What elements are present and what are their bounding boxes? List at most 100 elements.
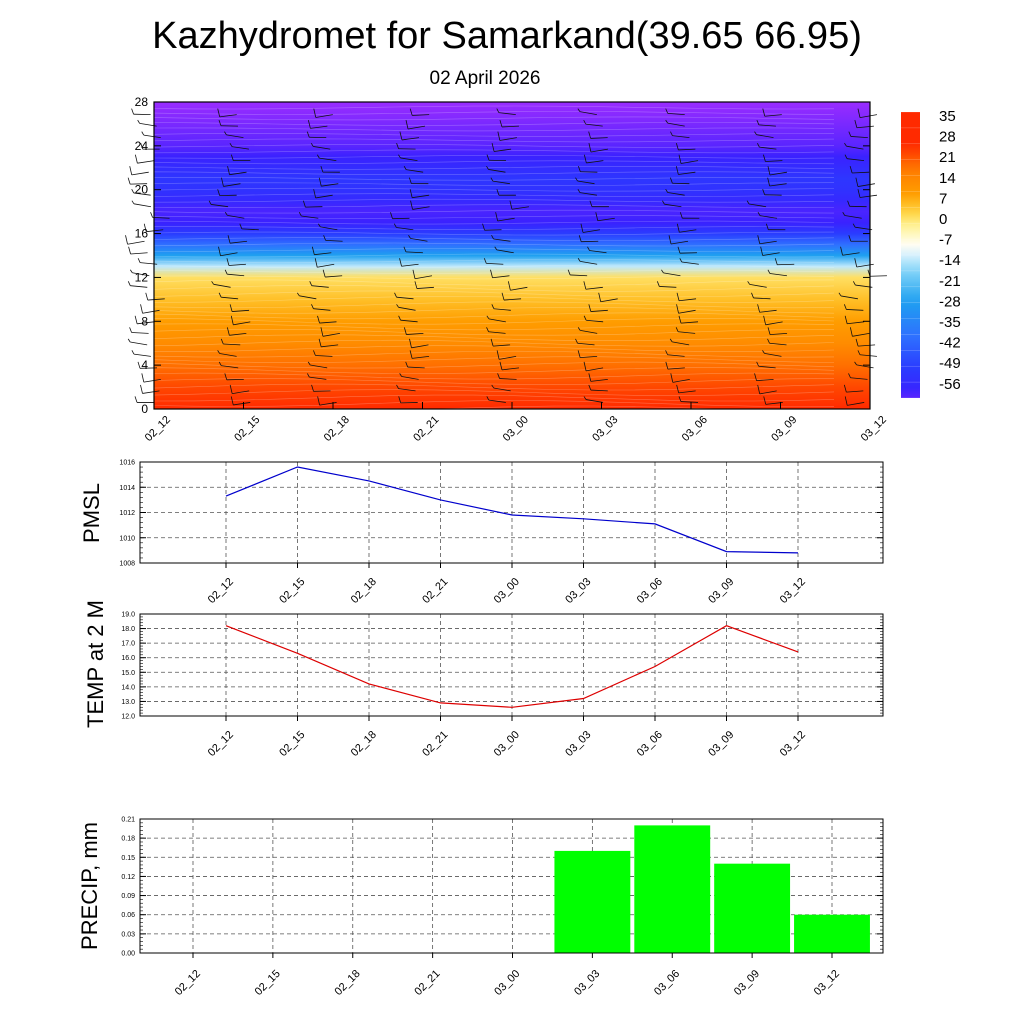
wind-barb-flag	[588, 304, 592, 312]
wind-barb	[412, 206, 430, 210]
wind-barb-flag	[218, 246, 221, 256]
wind-barb-flag	[399, 131, 403, 141]
wind-barb-flag	[229, 142, 233, 147]
wind-barb-flag	[486, 315, 490, 320]
wind-barb-flag	[583, 154, 587, 164]
wind-barb	[499, 355, 517, 360]
isotherm-line	[153, 259, 835, 263]
isotherm-line	[153, 367, 835, 374]
wind-barb-flag	[577, 188, 581, 193]
wind-barb-flag	[302, 200, 306, 208]
wind-barb	[310, 364, 328, 369]
isotherm-line	[153, 296, 835, 303]
wind-barb-flag	[409, 108, 413, 116]
wind-barb	[132, 272, 150, 277]
wind-barb	[400, 319, 418, 323]
wind-barb	[756, 378, 774, 382]
wind-barb-flag	[665, 188, 669, 193]
wind-barb	[398, 306, 416, 311]
wind-barb	[228, 263, 246, 266]
wind-barb-flag	[840, 246, 843, 256]
heatmap-ytick-label: 28	[135, 95, 149, 109]
wind-barb-flag	[577, 350, 581, 358]
wind-barb-flag	[412, 269, 416, 279]
wind-barb	[667, 354, 685, 357]
wind-barb-flag	[676, 292, 680, 301]
wind-barb	[229, 240, 248, 244]
wind-barb	[130, 285, 148, 288]
wind-barb-flag	[239, 223, 243, 230]
wind-barb	[680, 160, 699, 164]
isotherm-line	[153, 253, 835, 258]
isotherm-line	[153, 307, 835, 314]
wind-barb	[396, 296, 414, 300]
wind-barb-flag	[844, 396, 848, 406]
wind-barb-flag	[316, 154, 320, 159]
isotherm-line	[153, 133, 835, 137]
wind-barb-flag	[587, 246, 590, 251]
temperature-field	[154, 102, 870, 409]
wind-barb	[223, 343, 241, 346]
wind-barb	[857, 183, 875, 187]
wind-barb	[590, 309, 608, 312]
xtick-label: 02_21	[420, 729, 450, 759]
isotherm-line	[153, 361, 835, 369]
wind-barb-flag	[675, 143, 679, 151]
wind-barb	[499, 137, 517, 141]
wind-barb	[586, 160, 604, 164]
isotherm-line	[153, 144, 835, 148]
heatmap-xtick-label: 03_12	[859, 414, 889, 444]
wind-barb-flag	[491, 235, 494, 240]
wind-barb	[319, 321, 337, 324]
wind-barb	[496, 249, 514, 254]
wind-barb	[846, 145, 864, 150]
wind-barb	[511, 206, 529, 210]
ytick-label: 1016	[119, 460, 135, 467]
wind-barb-flag	[140, 304, 143, 314]
wind-barb	[319, 157, 337, 162]
wind-barb-flag	[134, 154, 138, 164]
ytick-label: 0.09	[121, 893, 135, 900]
wind-barb	[678, 171, 696, 175]
wind-barb-flag	[670, 131, 673, 136]
isotherm-line	[153, 290, 835, 298]
wind-barb	[321, 183, 339, 187]
plot-frame	[139, 613, 884, 717]
isotherm-line	[153, 275, 835, 280]
wind-barb	[401, 137, 419, 141]
wind-barb	[396, 227, 414, 231]
heatmap-xtick-label: 03_00	[501, 414, 531, 444]
wind-barb-flag	[318, 177, 322, 187]
wind-barb-flag	[767, 177, 771, 187]
wind-barb-flag	[307, 361, 311, 366]
wind-barb	[493, 238, 511, 242]
wind-barb-flag	[497, 131, 501, 141]
ytick-label: 14.0	[121, 684, 135, 691]
colorbar-label: 14	[939, 170, 956, 187]
isotherm-line	[153, 372, 835, 380]
wind-barb-flag	[224, 269, 228, 275]
wind-barb-flag	[499, 120, 503, 128]
wind-barb	[220, 252, 238, 257]
wind-barb-flag	[578, 235, 582, 242]
wind-barb-flag	[583, 361, 587, 371]
colorbar-label: 7	[939, 190, 947, 207]
wind-barb-flag	[217, 108, 221, 117]
xtick-label: 02_21	[412, 968, 442, 998]
wind-barb-flag	[583, 119, 587, 125]
wind-barb-flag	[310, 142, 314, 147]
wind-barb	[585, 367, 604, 372]
wind-barb-flag	[844, 154, 848, 159]
isotherm-line	[153, 176, 835, 181]
wind-barb	[406, 169, 424, 173]
wind-barb-flag	[849, 166, 853, 174]
wind-barb	[400, 157, 418, 162]
wind-barb	[859, 194, 878, 198]
wind-barb-flag	[211, 281, 214, 285]
wind-barb-flag	[408, 235, 411, 239]
heatmap-ytick-label: 16	[135, 227, 149, 241]
wind-barb	[589, 250, 607, 254]
wind-barb-flag	[486, 396, 490, 401]
wind-barb-flag	[396, 304, 399, 308]
wind-barb	[130, 252, 148, 255]
